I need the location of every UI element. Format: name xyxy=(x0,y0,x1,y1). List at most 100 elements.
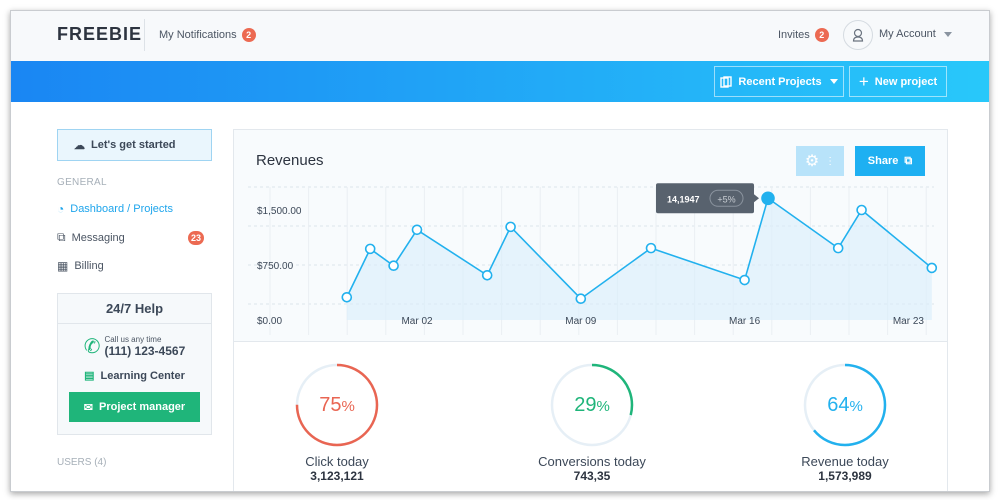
project-manager-button[interactable]: ✉ Project manager xyxy=(69,392,200,422)
chevron-down-icon xyxy=(943,31,952,37)
tooltip-change: +5% xyxy=(717,194,735,204)
y-tick-label: $1,500.00 xyxy=(257,206,302,217)
logo[interactable]: FREEBIE xyxy=(57,24,143,44)
help-panel: 24/7 Help ✆ Call us any time (111) 123-45… xyxy=(57,293,212,435)
mail-icon: ✉ xyxy=(83,401,93,414)
gauge-value: 743,35 xyxy=(573,469,611,483)
get-started-button[interactable]: ☁ Let's get started xyxy=(57,129,212,161)
get-started-label: Let's get started xyxy=(91,139,176,151)
area-fill xyxy=(346,198,932,320)
stat-gauge: 64% Revenue today 1,573,989 xyxy=(765,360,925,483)
ring-svg xyxy=(803,363,887,447)
section-general: GENERAL xyxy=(57,177,107,188)
x-tick-label: Mar 16 xyxy=(729,316,761,327)
data-point xyxy=(388,260,399,272)
sidebar-item-label: Messaging xyxy=(71,231,125,244)
data-point xyxy=(411,224,423,236)
progress-ring: 29% xyxy=(547,360,637,450)
avatar[interactable] xyxy=(843,20,873,50)
page-title: Revenues xyxy=(256,152,324,169)
notifications-link[interactable]: My Notifications 2 xyxy=(159,28,256,42)
share-button[interactable]: Share ⧉ xyxy=(855,146,925,176)
phone-icon: ✆ xyxy=(83,336,101,358)
chevron-down-icon xyxy=(829,79,838,84)
section-users: USERS (4) xyxy=(57,457,107,468)
invites-link[interactable]: Invites 2 xyxy=(778,28,829,42)
ring-progress xyxy=(550,363,634,447)
billing-icon: ▦ xyxy=(57,259,69,273)
learning-center-link[interactable]: ▤ Learning Center xyxy=(58,369,211,383)
revenues-card: Revenues ⚙ ⋮ Share ⧉ $0.00 $750.00 $1,500.00… xyxy=(233,129,948,491)
data-point xyxy=(832,242,844,254)
app-window: FREEBIE My Notifications 2 Invites 2 My Ac… xyxy=(10,10,990,492)
share-label: Share xyxy=(867,155,899,167)
data-point xyxy=(364,243,376,255)
projects-icon xyxy=(720,75,733,88)
ring-svg xyxy=(550,363,634,447)
user-icon xyxy=(852,28,864,42)
learning-center-label: Learning Center xyxy=(100,369,185,382)
x-tick-label: Mar 09 xyxy=(565,316,597,327)
progress-ring: 64% xyxy=(800,360,890,450)
data-point xyxy=(341,291,353,303)
y-tick-label: $0.00 xyxy=(257,316,282,327)
data-point xyxy=(575,293,587,305)
tooltip-value: 14,1947 xyxy=(667,194,700,204)
tooltip-arrow xyxy=(754,194,759,203)
data-point xyxy=(481,269,493,281)
call-label: Call us any time xyxy=(104,335,162,344)
invites-badge: 2 xyxy=(814,28,829,42)
notifications-badge: 2 xyxy=(241,28,256,42)
dashboard-icon: ◔ xyxy=(57,202,65,216)
revenue-chart: $0.00 $750.00 $1,500.00 Mar 02 Mar 09 Mar 16 M… xyxy=(248,183,938,335)
plus-icon: + xyxy=(858,71,869,91)
sidebar-item-label: Dashboard / Projects xyxy=(70,203,173,215)
ring-progress xyxy=(803,363,887,447)
y-tick-label: $750.00 xyxy=(257,261,294,272)
chart-panel: Revenues ⚙ ⋮ Share ⧉ $0.00 $750.00 $1,500.00… xyxy=(234,130,947,342)
action-bar: Recent Projects + New project xyxy=(11,61,989,102)
sidebar-item-billing[interactable]: ▦ Billing xyxy=(57,259,212,273)
data-point xyxy=(856,204,867,216)
stat-gauge: 29% Conversions today 743,35 xyxy=(512,360,672,483)
top-header: FREEBIE My Notifications 2 Invites 2 My Ac… xyxy=(11,11,989,61)
phone-number[interactable]: (111) 123-4567 xyxy=(104,344,186,358)
ring-svg xyxy=(295,363,379,447)
help-title: 24/7 Help xyxy=(58,294,211,324)
gauge-percent: 64% xyxy=(827,394,863,416)
progress-ring: 75% xyxy=(292,360,382,450)
data-point xyxy=(645,242,657,254)
external-link-icon: ⧉ xyxy=(904,154,913,167)
gauge-value: 3,123,121 xyxy=(310,469,364,483)
more-icon: ⋮ xyxy=(825,155,836,167)
invites-label: Invites xyxy=(778,28,810,41)
new-project-button[interactable]: + New project xyxy=(849,66,947,97)
messaging-icon: ⧉ xyxy=(57,230,66,244)
sidebar-item-messaging[interactable]: ⧉ Messaging 23 xyxy=(57,230,212,245)
gear-icon: ⚙ xyxy=(804,153,820,170)
sidebar: ☁ Let's get started GENERAL ◔ Dashboard / … xyxy=(57,129,212,468)
project-manager-label: Project manager xyxy=(99,401,186,413)
cloud-icon: ☁ xyxy=(74,139,85,152)
gauge-label: Revenue today xyxy=(801,454,889,469)
sidebar-item-dashboard[interactable]: ◔ Dashboard / Projects xyxy=(57,202,212,216)
recent-projects-button[interactable]: Recent Projects xyxy=(714,66,844,97)
settings-button[interactable]: ⚙ ⋮ xyxy=(796,146,844,176)
gauge-label: Conversions today xyxy=(538,454,646,469)
tooltip-change-pill xyxy=(709,189,744,207)
gauge-label: Click today xyxy=(305,454,369,469)
data-point xyxy=(739,274,750,286)
gauge-value: 1,573,989 xyxy=(818,469,872,483)
account-label: My Account xyxy=(879,28,936,40)
ring-progress xyxy=(295,363,379,447)
messaging-badge: 23 xyxy=(187,230,204,245)
x-tick-label: Mar 02 xyxy=(401,316,433,327)
gauge-percent: 75% xyxy=(319,394,355,416)
data-point xyxy=(926,262,938,274)
sidebar-item-label: Billing xyxy=(74,260,104,272)
account-menu[interactable]: My Account xyxy=(879,28,952,40)
recent-projects-label: Recent Projects xyxy=(738,75,822,88)
call-info: ✆ Call us any time (111) 123-4567 xyxy=(58,334,211,359)
data-point xyxy=(505,221,516,233)
highlight-point xyxy=(761,191,775,206)
